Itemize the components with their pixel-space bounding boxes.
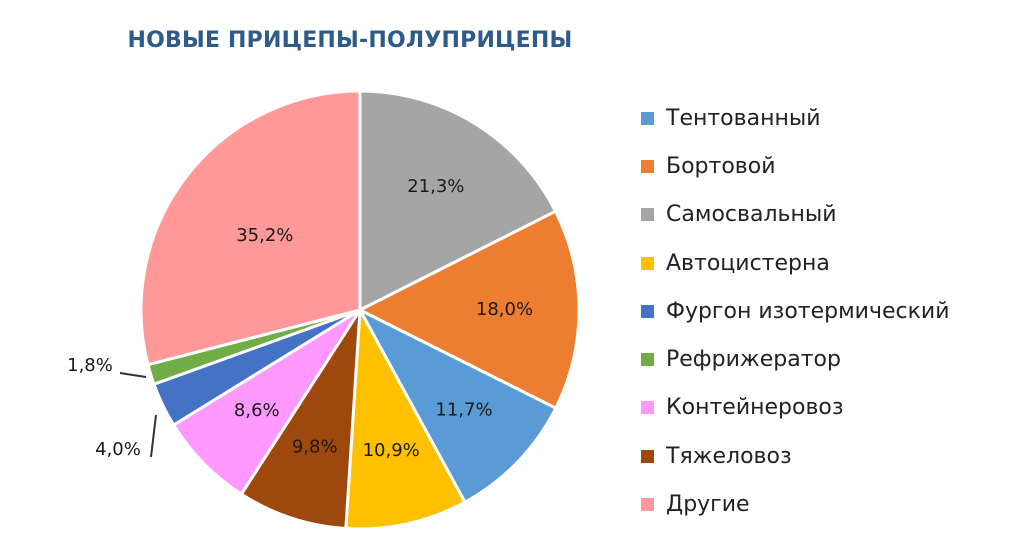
legend-label: Бортовой [666,153,776,179]
legend-item-тяжеловоз: Тяжеловоз [641,432,950,480]
data-label-контейнеровоз: 8,6% [234,400,280,421]
data-label-тентованный: 11,7% [435,399,492,420]
legend-swatch [641,353,654,367]
legend-swatch [641,111,654,125]
pie-slice-самосвальный [358,89,557,312]
legend-label: Рефрижератор [666,347,841,373]
legend-item-рефрижератор: Рефрижератор [641,335,950,383]
legend: Тентованный Бортовой Самосвальный Автоцисте… [641,94,950,529]
legend-label: Тяжеловоз [666,443,792,469]
legend-label: Другие [666,492,750,518]
legend-label: Автоцистерна [666,250,830,276]
legend-swatch [641,208,654,222]
legend-item-самосвальный: Самосвальный [641,191,950,239]
pie-chart: 21,3% 18,0% 11,7% 10,9% 9,8% 8,6% 4,0% 1,8% 35,2… [67,89,581,531]
leader-line-фургон-изотермический [150,414,157,458]
pie-slice-бортовой [358,209,581,410]
legend-swatch [641,401,654,415]
data-label-рефрижератор: 1,8% [67,355,113,376]
legend-label: Контейнеровоз [666,395,844,421]
pie-slice-тентованный [358,308,558,504]
leader-line-рефрижератор [119,372,147,378]
legend-item-другие: Другие [641,480,950,528]
legend-swatch [641,256,654,270]
pie-slice-автоцистерна [344,308,467,531]
data-label-автоцистерна: 10,9% [363,440,420,461]
legend-label: Самосвальный [666,202,837,228]
legend-swatch [641,304,654,318]
legend-item-автоцистерна: Автоцистерна [641,239,950,287]
legend-item-контейнеровоз: Контейнеровоз [641,384,950,432]
data-label-самосвальный: 21,3% [407,176,464,197]
pie-slice-тяжеловоз [239,308,362,531]
data-label-тяжеловоз: 9,8% [292,436,338,457]
legend-item-тентованный: Тентованный [641,94,950,142]
legend-label: Фургон изотермический [666,298,950,324]
legend-swatch [641,449,654,463]
legend-item-фургон-изотермический: Фургон изотермический [641,287,950,335]
data-label-другие: 35,2% [236,225,293,246]
legend-label: Тентованный [666,105,821,131]
legend-swatch [641,159,654,173]
chart-title: НОВЫЕ ПРИЦЕПЫ-ПОЛУПРИЦЕПЫ [127,28,573,53]
legend-item-бортовой: Бортовой [641,142,950,190]
legend-swatch [641,498,654,512]
data-label-бортовой: 18,0% [476,299,533,320]
data-label-фургон-изотермический: 4,0% [95,439,141,460]
pie-slice-другие [139,89,362,367]
